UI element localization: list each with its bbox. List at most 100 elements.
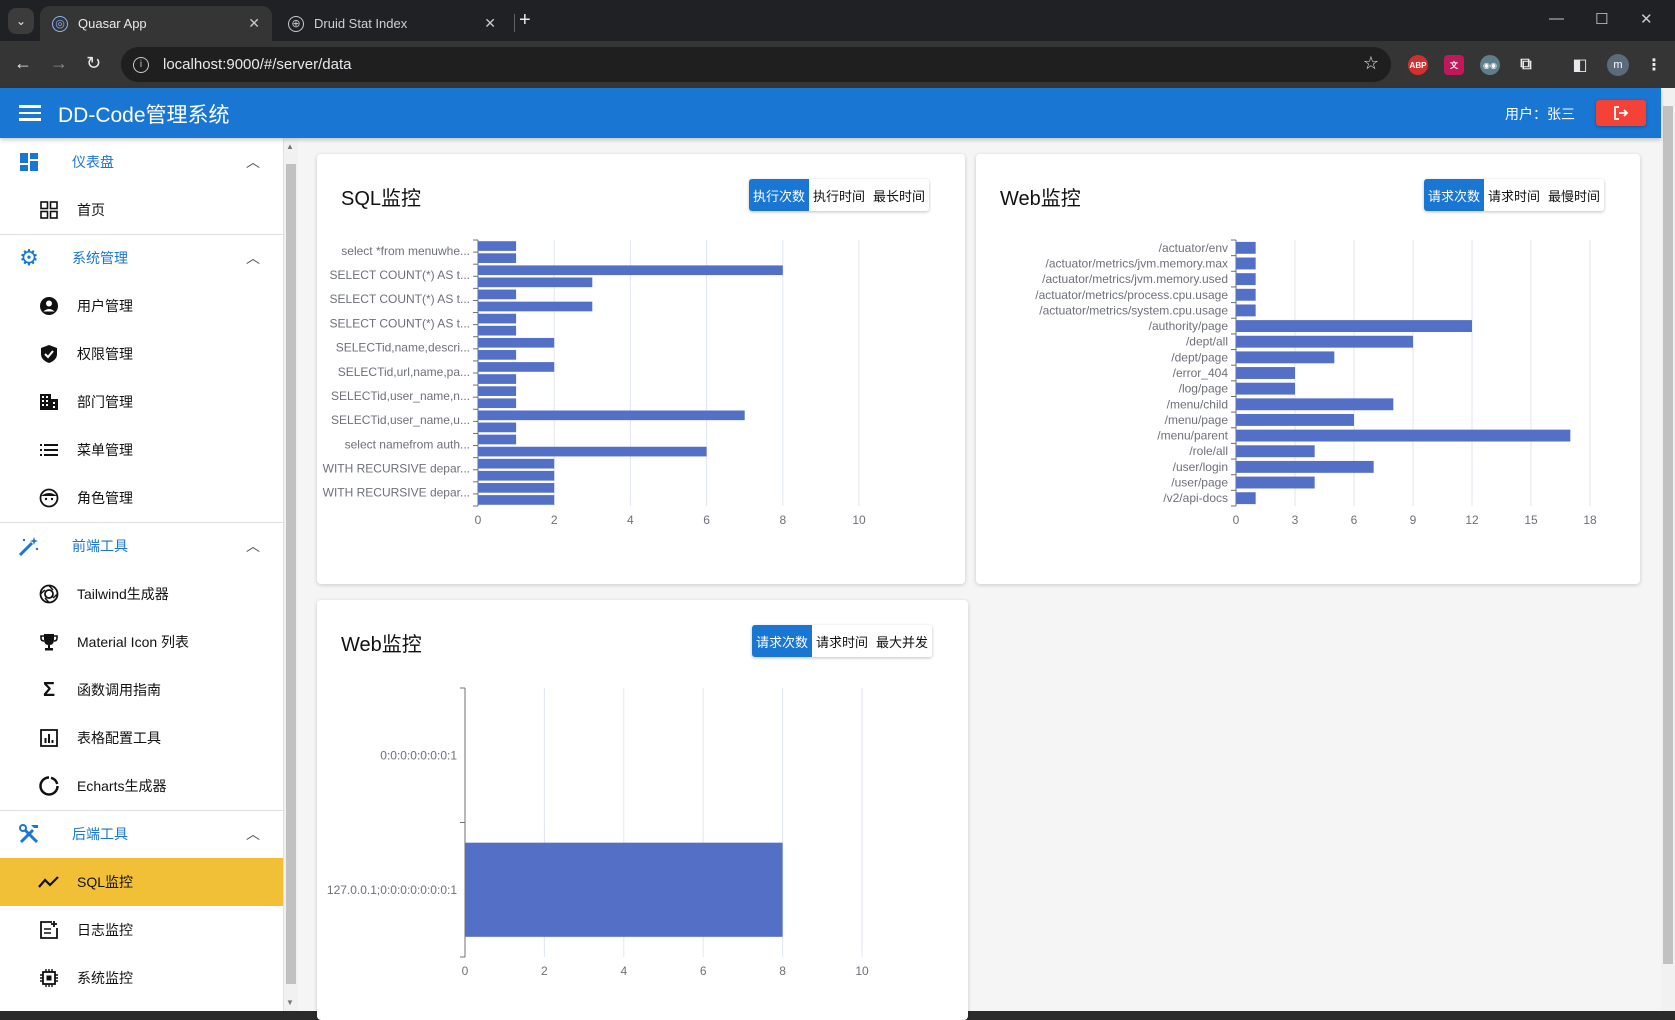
chart-bar[interactable] — [1236, 460, 1374, 473]
chart-bar[interactable] — [478, 374, 517, 384]
sidebar-item-menus[interactable]: 菜单管理 — [0, 426, 283, 474]
chart-bar[interactable] — [1236, 413, 1354, 426]
sidebar-item-users[interactable]: 用户管理 — [0, 282, 283, 330]
new-tab-icon[interactable]: + — [519, 9, 531, 31]
browser-tab-active[interactable]: ◎ Quasar App ✕ — [40, 6, 272, 41]
chart-bar[interactable] — [478, 337, 555, 348]
chart-bar[interactable] — [478, 289, 517, 300]
sidebar-item-departments[interactable]: 部门管理 — [0, 378, 283, 426]
chart-bar[interactable] — [478, 350, 517, 360]
chart-bar[interactable] — [1236, 241, 1256, 254]
toggle-slowest-time[interactable]: 最慢时间 — [1544, 179, 1605, 211]
toggle-request-time[interactable]: 请求时间 — [1484, 179, 1545, 211]
chart-bar[interactable] — [1236, 257, 1256, 270]
chart-bar[interactable] — [1236, 382, 1295, 395]
page-scrollbar[interactable] — [1661, 88, 1675, 1011]
chart-bar[interactable] — [478, 362, 555, 372]
side-panel-icon[interactable]: ◧ — [1572, 57, 1588, 74]
chart-bar[interactable] — [478, 422, 517, 433]
chart-bar[interactable] — [1236, 429, 1571, 442]
maximize-icon[interactable]: ☐ — [1595, 11, 1609, 28]
sidebar-item-home[interactable]: 首页 — [0, 186, 283, 234]
chart-bar[interactable] — [1236, 304, 1256, 317]
chart-bar[interactable] — [478, 386, 517, 396]
nav-group-frontend[interactable]: 前端工具 ︿ — [0, 522, 283, 570]
chart-bar[interactable] — [1236, 367, 1295, 379]
toggle-request-count[interactable]: 请求次数 — [752, 625, 813, 657]
chart-bar[interactable] — [1236, 351, 1335, 364]
sidebar-item-echarts[interactable]: Echarts生成器 — [0, 762, 283, 810]
close-tab-icon[interactable]: ✕ — [248, 15, 260, 31]
logout-button[interactable] — [1596, 100, 1646, 126]
chart-bar[interactable] — [478, 301, 593, 312]
chart-bar[interactable] — [1236, 273, 1256, 286]
chart-bar[interactable] — [1236, 335, 1413, 348]
tab-title: Druid Stat Index — [314, 16, 408, 31]
chart-bar[interactable] — [478, 313, 517, 324]
close-window-icon[interactable]: ✕ — [1640, 11, 1653, 28]
scrollbar-thumb[interactable] — [286, 164, 296, 984]
sidebar-item-permissions[interactable]: 权限管理 — [0, 330, 283, 378]
chart-bar[interactable] — [478, 325, 517, 336]
x-tick-label: 2 — [551, 513, 558, 527]
menu-icon[interactable] — [18, 101, 42, 125]
chart-bar[interactable] — [1236, 320, 1472, 333]
chart-bar[interactable] — [478, 458, 555, 469]
chart-bar[interactable] — [478, 265, 783, 276]
toggle-max-concurrency[interactable]: 最大并发 — [872, 625, 933, 657]
toggle-request-time[interactable]: 请求时间 — [812, 625, 873, 657]
toggle-request-count[interactable]: 请求次数 — [1424, 179, 1485, 211]
scroll-up-icon[interactable]: ▲ — [286, 142, 294, 151]
chart-bar[interactable] — [1236, 476, 1315, 489]
toggle-exec-count[interactable]: 执行次数 — [749, 179, 810, 211]
nav-group-backend[interactable]: 后端工具 ︿ — [0, 810, 283, 858]
toggle-exec-time[interactable]: 执行时间 — [809, 179, 870, 211]
translate-extension-icon[interactable]: 文 — [1444, 55, 1464, 75]
chart-bar[interactable] — [465, 842, 783, 937]
chart-bar[interactable] — [478, 398, 517, 409]
toggle-max-time[interactable]: 最长时间 — [869, 179, 930, 211]
chart-bar[interactable] — [478, 434, 517, 445]
forward-icon[interactable]: → — [50, 53, 68, 73]
sidebar-scrollbar[interactable]: ▲ ▼ — [284, 138, 298, 1011]
scroll-down-icon[interactable]: ▼ — [286, 998, 294, 1007]
chart-bar[interactable] — [1236, 492, 1256, 505]
adblock-extension-icon[interactable]: ABP — [1408, 55, 1428, 75]
chart-bar[interactable] — [478, 470, 555, 481]
sidebar-item-roles[interactable]: 角色管理 — [0, 474, 283, 522]
sidebar-item-tailwind[interactable]: Tailwind生成器 — [0, 570, 283, 618]
bookmark-star-icon[interactable]: ☆ — [1362, 53, 1379, 73]
puzzle-extensions-icon[interactable]: ⧉ — [1520, 56, 1532, 73]
more-menu-icon[interactable]: ⋮ — [1646, 57, 1662, 74]
scrollbar-thumb[interactable] — [1663, 106, 1673, 964]
glasses-extension-icon[interactable]: ◉◉ — [1480, 55, 1500, 75]
nav-group-dashboard[interactable]: 仪表盘 ︿ — [0, 138, 283, 186]
nav-group-system[interactable]: ⚙ 系统管理 ︿ — [0, 234, 283, 282]
chart-bar[interactable] — [478, 483, 555, 493]
address-bar[interactable]: i localhost:9000/#/server/data ☆ — [121, 47, 1391, 82]
site-info-icon[interactable]: i — [133, 56, 149, 73]
chart-bar[interactable] — [1236, 288, 1256, 301]
reload-icon[interactable]: ↻ — [86, 53, 102, 73]
sidebar-item-system-monitor[interactable]: 系统监控 — [0, 954, 283, 1002]
chart-bar[interactable] — [1236, 398, 1394, 411]
tab-title: Quasar App — [78, 16, 147, 31]
close-tab-icon[interactable]: ✕ — [484, 15, 496, 31]
chart-bar[interactable] — [1236, 445, 1315, 458]
chart-bar[interactable] — [478, 410, 745, 421]
browser-tab-inactive[interactable]: ⊕ Druid Stat Index ✕ — [276, 6, 508, 41]
tab-search-button[interactable]: ⌄ — [8, 8, 34, 34]
sidebar-item-function-guide[interactable]: Σ 函数调用指南 — [0, 666, 283, 714]
chart-bar[interactable] — [478, 446, 707, 457]
back-icon[interactable]: ← — [14, 53, 32, 73]
sidebar-item-table-config[interactable]: 表格配置工具 — [0, 714, 283, 762]
profile-avatar[interactable]: m — [1607, 54, 1629, 76]
chart-bar[interactable] — [478, 253, 517, 263]
chart-bar[interactable] — [478, 495, 555, 505]
chart-bar[interactable] — [478, 241, 517, 251]
chart-bar[interactable] — [478, 277, 593, 288]
sidebar-item-log-monitor[interactable]: 日志监控 — [0, 906, 283, 954]
minimize-icon[interactable]: — — [1549, 10, 1564, 27]
sidebar-item-material-icon[interactable]: Material Icon 列表 — [0, 618, 283, 666]
sidebar-item-sql-monitor[interactable]: SQL监控 — [0, 858, 283, 906]
